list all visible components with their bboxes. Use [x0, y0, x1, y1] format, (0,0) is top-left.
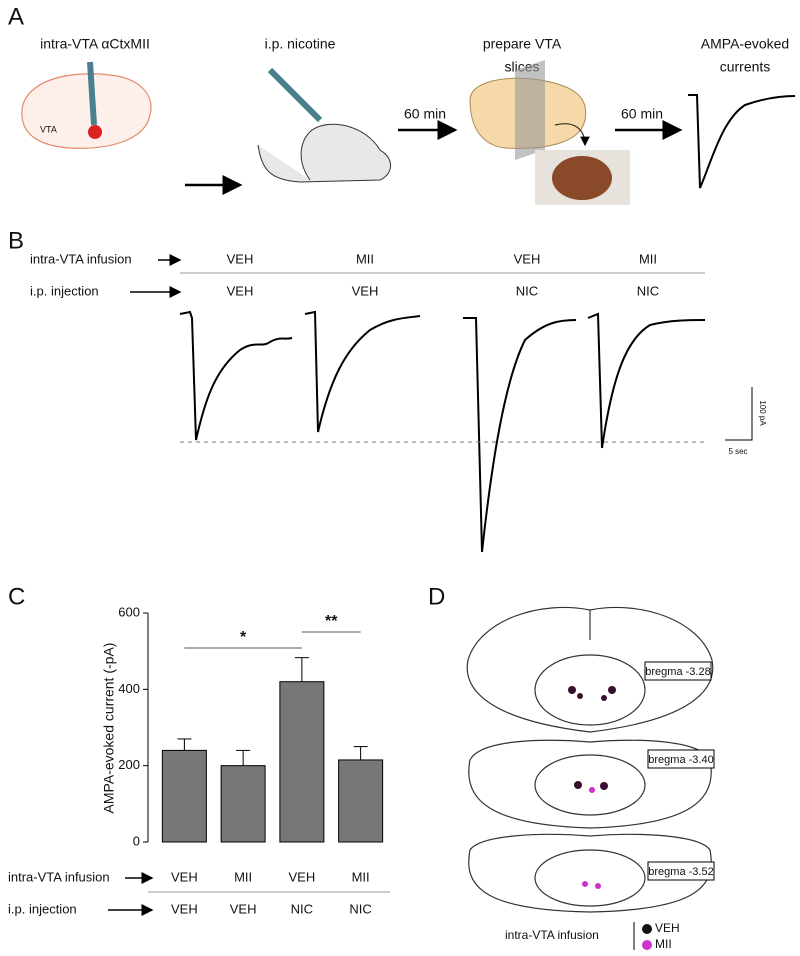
x-tick-label: MII [234, 869, 252, 884]
x-tick-label: NIC [291, 901, 313, 916]
condition-label: VEH [227, 251, 254, 266]
condition-label: NIC [516, 283, 538, 298]
slice-plane [515, 60, 545, 160]
site-dots [568, 686, 616, 889]
bar [161, 749, 207, 843]
bar [220, 765, 266, 843]
panel-label: D [428, 583, 445, 610]
y-tick-label: 0 [133, 833, 140, 848]
legend-title: intra-VTA infusion [505, 928, 599, 942]
current-trace [179, 310, 293, 441]
delay-label: 60 min [404, 106, 446, 122]
significance-label: ** [325, 613, 338, 630]
panel-label: B [8, 227, 24, 254]
panel-a: A intra-VTA αCtxMII i.p. nicotine prepar… [8, 3, 796, 205]
section-label: bregma -3.28 [645, 666, 710, 678]
syringe [87, 61, 97, 126]
legend: VEH MII [642, 921, 680, 951]
section-box [644, 661, 712, 681]
panel-label: C [8, 583, 25, 610]
section-box [647, 861, 715, 881]
x-tick-label: VEH [171, 869, 198, 884]
bar [338, 759, 384, 843]
legend-marker [642, 924, 652, 934]
section-box [647, 749, 715, 769]
x-tick-label: VEH [230, 901, 257, 916]
section-outline [534, 654, 646, 726]
section-outline [466, 606, 714, 733]
mouse [257, 123, 391, 183]
panel-c: C AMPA-evoked current (-pA) 0 200 400 600 in… [8, 583, 390, 916]
y-tick-label: 600 [118, 604, 140, 619]
slice-photo [552, 156, 612, 200]
section-label: bregma -3.40 [648, 754, 713, 766]
condition-label: MII [639, 251, 657, 266]
vta-dot [88, 125, 102, 139]
row-label: intra-VTA infusion [8, 869, 110, 884]
section-outline [534, 754, 646, 816]
legend-marker [642, 940, 652, 950]
example-trace [688, 94, 796, 189]
x-tick-label: MII [352, 869, 370, 884]
scale-label: 100 pA [758, 400, 767, 426]
x-tick-label: VEH [289, 869, 316, 884]
condition-label: VEH [514, 251, 541, 266]
step-label: currents [720, 59, 771, 75]
section-label: bregma -3.52 [648, 866, 713, 878]
brain-sketch [21, 73, 152, 149]
condition-label: VEH [227, 283, 254, 298]
step-label: i.p. nicotine [265, 36, 336, 52]
y-tick-label: 200 [118, 757, 140, 772]
condition-label: VEH [352, 283, 379, 298]
delay-label: 60 min [621, 106, 663, 122]
y-axis-label: AMPA-evoked current (-pA) [101, 643, 117, 814]
condition-label: MII [356, 251, 374, 266]
row-label: intra-VTA infusion [30, 251, 132, 266]
scale-bar [725, 387, 753, 441]
legend-label: VEH [655, 921, 680, 935]
current-trace [304, 310, 421, 433]
panel-label: A [8, 3, 24, 30]
significance-label: * [240, 629, 247, 646]
x-tick-label: VEH [171, 901, 198, 916]
syringe [267, 67, 323, 123]
arrow [554, 123, 590, 147]
section-outline [534, 849, 646, 907]
y-tick-label: 400 [118, 681, 140, 696]
bar [279, 681, 325, 843]
condition-label: NIC [637, 283, 659, 298]
step-label: AMPA-evoked [701, 36, 789, 52]
step-label: intra-VTA αCtxMII [40, 36, 150, 52]
panel-b: B intra-VTA infusion i.p. injection VEH … [8, 227, 767, 553]
legend-label: MII [655, 937, 672, 951]
current-trace [587, 312, 706, 449]
scale-label: 5 sec [728, 447, 747, 456]
panel-d: D bregma -3.28 bregma -3.40 bregma -3.52… [428, 583, 715, 951]
row-label: i.p. injection [8, 901, 77, 916]
row-label: i.p. injection [30, 283, 99, 298]
current-trace [463, 317, 577, 553]
vta-label: VTA [40, 124, 57, 134]
section-outline [468, 833, 712, 913]
x-tick-label: NIC [349, 901, 371, 916]
step-label: prepare VTA [483, 36, 562, 52]
